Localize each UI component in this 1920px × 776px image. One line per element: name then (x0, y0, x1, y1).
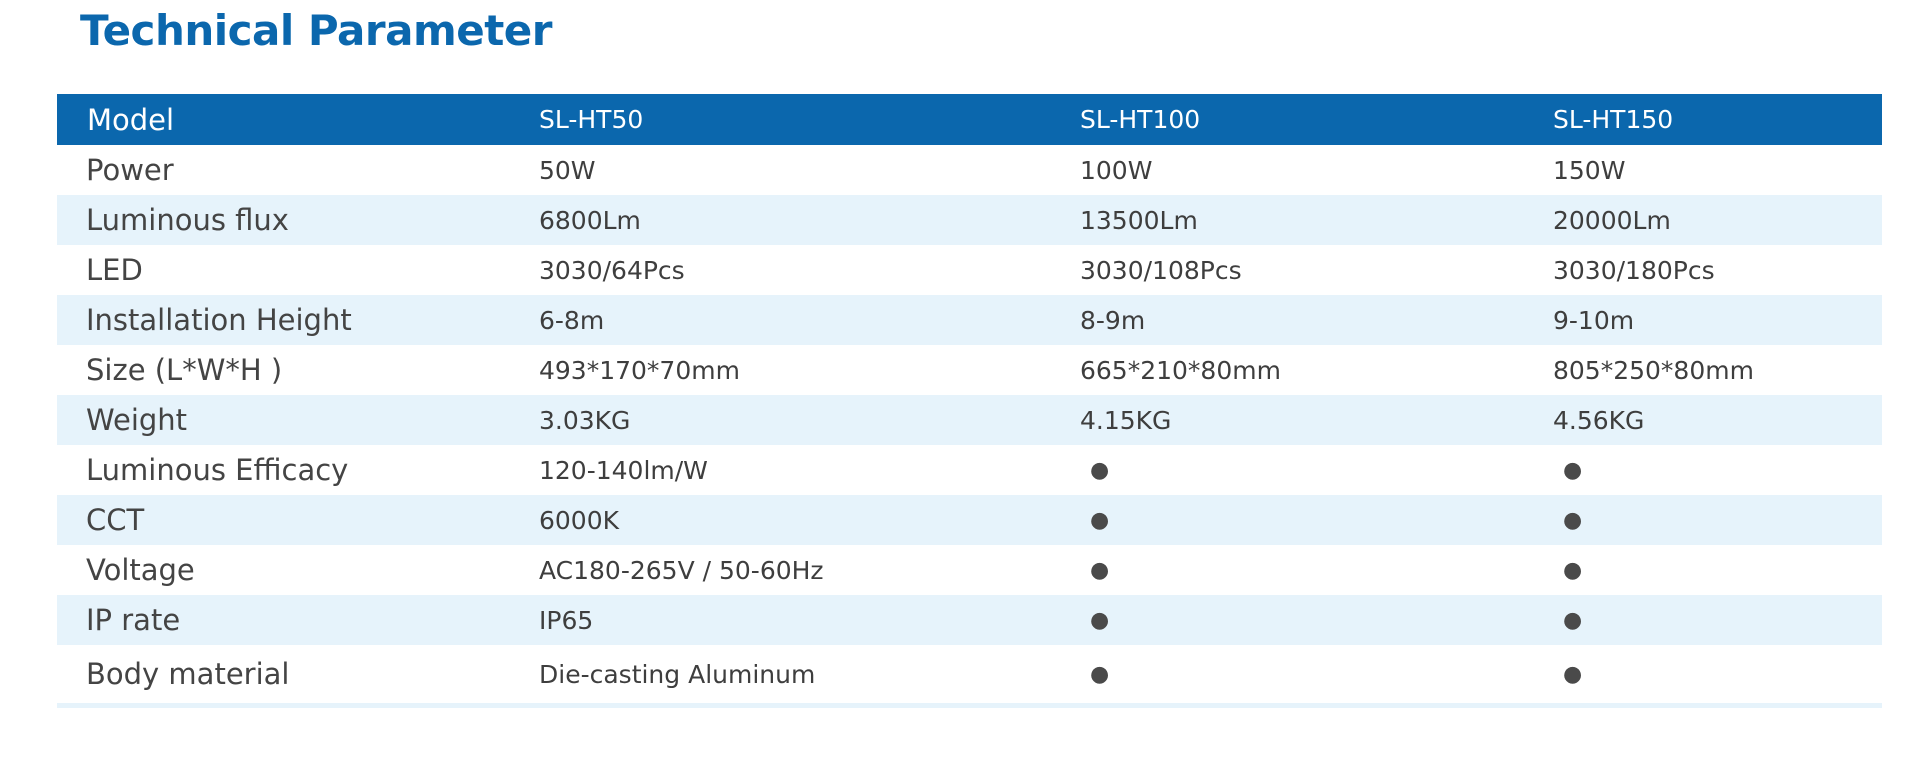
row-label: IP rate (57, 595, 539, 645)
row-label: Voltage (86, 553, 195, 587)
table-header-row: Model SL-HT50 SL-HT100 SL-HT150 (57, 94, 1882, 145)
cell-sl-ht50: 3.03KG (539, 395, 1080, 445)
cell-sl-ht150: 9-10m (1553, 295, 1882, 345)
cell-sl-ht100: 100W (1080, 155, 1153, 185)
cell-sl-ht50: AC180-265V / 50-60Hz (539, 555, 824, 585)
header-sl-ht150: SL-HT150 (1553, 94, 1882, 145)
bullet-cell-sl-ht100: ● (1080, 495, 1553, 545)
cell-sl-ht100: 3030/108Pcs (1080, 255, 1242, 285)
cell-sl-ht50: 6800Lm (539, 195, 1080, 245)
cell-sl-ht50: 3030/64Pcs (539, 255, 685, 285)
row-label: Body material (57, 645, 539, 708)
bullet-cell-sl-ht100: ● (1090, 457, 1110, 483)
cell-sl-ht150: 4.56KG (1553, 395, 1882, 445)
cell-sl-ht100: 13500Lm (1080, 195, 1553, 245)
table-row-ip-rate: IP rate IP65 ● ● (57, 595, 1882, 645)
table-row-led: LED 3030/64Pcs 3030/108Pcs 3030/180Pcs (57, 245, 1882, 295)
cell-sl-ht150: 20000Lm (1553, 195, 1882, 245)
header-sl-ht50: SL-HT50 (539, 94, 1080, 145)
table-row-luminous-flux: Luminous flux 6800Lm 13500Lm 20000Lm (57, 195, 1882, 245)
cell-sl-ht100: 4.15KG (1080, 395, 1553, 445)
cell-sl-ht50: 6000K (539, 495, 1080, 545)
bullet-cell-sl-ht150: ● (1563, 457, 1583, 483)
header-sl-ht100: SL-HT100 (1080, 94, 1553, 145)
cell-sl-ht50: 6-8m (539, 295, 1080, 345)
bullet-cell-sl-ht150: ● (1563, 557, 1583, 583)
bullet-cell-sl-ht150: ● (1553, 595, 1882, 645)
cell-sl-ht100: 665*210*80mm (1080, 355, 1281, 385)
bullet-cell-sl-ht150: ● (1553, 495, 1882, 545)
cell-sl-ht50: 493*170*70mm (539, 355, 740, 385)
cell-sl-ht150: 150W (1553, 155, 1626, 185)
table-row-body-material: Body material Die-casting Aluminum ● ● (57, 645, 1882, 708)
bullet-cell-sl-ht100: ● (1080, 645, 1553, 708)
table-row-luminous-efficacy: Luminous Efficacy 120-140lm/W ● ● (57, 445, 1882, 495)
bullet-cell-sl-ht100: ● (1090, 557, 1110, 583)
cell-sl-ht100: 8-9m (1080, 295, 1553, 345)
page-title: Technical Parameter (80, 6, 552, 55)
cell-sl-ht150: 805*250*80mm (1553, 355, 1754, 385)
row-label: LED (86, 253, 143, 287)
row-label: Installation Height (57, 295, 539, 345)
row-label: CCT (57, 495, 539, 545)
row-label: Weight (57, 395, 539, 445)
cell-sl-ht50: Die-casting Aluminum (539, 645, 1080, 708)
table-row-power: Power 50W 100W 150W (57, 145, 1882, 195)
bullet-cell-sl-ht100: ● (1080, 595, 1553, 645)
bullet-cell-sl-ht150: ● (1553, 645, 1882, 708)
cell-sl-ht50: IP65 (539, 595, 1080, 645)
table-row-cct: CCT 6000K ● ● (57, 495, 1882, 545)
cell-sl-ht50: 50W (539, 155, 596, 185)
row-label: Size (L*W*H ) (86, 353, 283, 387)
header-model: Model (57, 94, 539, 145)
table-row-voltage: Voltage AC180-265V / 50-60Hz ● ● (57, 545, 1882, 595)
cell-sl-ht150: 3030/180Pcs (1553, 255, 1715, 285)
row-label: Luminous Efficacy (86, 453, 349, 487)
row-label: Luminous flux (57, 195, 539, 245)
table-row-size: Size (L*W*H ) 493*170*70mm 665*210*80mm … (57, 345, 1882, 395)
table-row-installation-height: Installation Height 6-8m 8-9m 9-10m (57, 295, 1882, 345)
row-label: Power (86, 153, 174, 187)
technical-parameter-table: Model SL-HT50 SL-HT100 SL-HT150 Power 50… (57, 94, 1882, 708)
cell-sl-ht50: 120-140lm/W (539, 455, 708, 485)
table-row-weight: Weight 3.03KG 4.15KG 4.56KG (57, 395, 1882, 445)
